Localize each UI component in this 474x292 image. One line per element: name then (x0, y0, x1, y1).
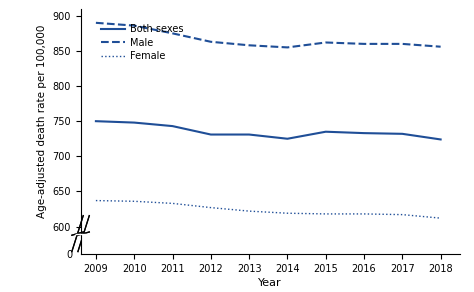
Male (323, 41, 328, 44)
Female (170, 202, 175, 205)
Female (400, 213, 405, 216)
Female (323, 212, 328, 216)
Both sexes (170, 124, 175, 128)
Both sexes (400, 132, 405, 135)
Both sexes (208, 133, 214, 136)
Both sexes (131, 121, 137, 124)
Both sexes (93, 119, 99, 123)
Male (438, 45, 444, 48)
Male (93, 21, 99, 25)
Line: Both sexes: Both sexes (96, 121, 441, 140)
Both sexes (323, 130, 328, 133)
Both sexes (284, 137, 290, 140)
Male (131, 24, 137, 27)
Y-axis label: Age-adjusted death rate per 100,000: Age-adjusted death rate per 100,000 (36, 25, 46, 218)
Male (361, 42, 367, 46)
Female (438, 216, 444, 220)
Female (361, 212, 367, 216)
Male (208, 40, 214, 44)
Both sexes (361, 131, 367, 135)
Female (246, 209, 252, 213)
Both sexes (246, 133, 252, 136)
Legend: Both sexes, Male, Female: Both sexes, Male, Female (97, 20, 187, 65)
Male (400, 42, 405, 46)
Male (170, 32, 175, 35)
Female (93, 199, 99, 202)
Male (284, 46, 290, 49)
Line: Male: Male (96, 23, 441, 47)
Both sexes (438, 138, 444, 141)
Line: Female: Female (96, 201, 441, 218)
Female (284, 211, 290, 215)
Male (246, 44, 252, 47)
Female (208, 206, 214, 209)
Female (131, 199, 137, 203)
X-axis label: Year: Year (258, 278, 282, 288)
